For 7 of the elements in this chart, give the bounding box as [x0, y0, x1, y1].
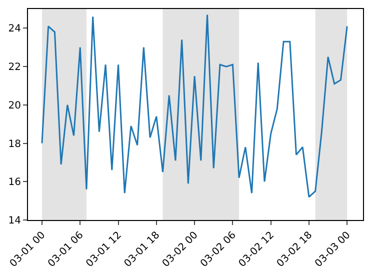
- y-tick-label: 24: [8, 24, 21, 35]
- y-tick-label: 20: [8, 100, 21, 112]
- y-tick-label: 22: [8, 62, 21, 74]
- y-tick-label: 18: [8, 138, 21, 150]
- y-tick-label: 14: [8, 216, 21, 226]
- line-series: [41, 14, 348, 198]
- y-tick-label: 16: [8, 177, 21, 188]
